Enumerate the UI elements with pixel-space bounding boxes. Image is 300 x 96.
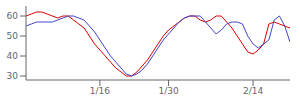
svg-text:30: 30 [8, 71, 18, 81]
svg-text:2/14: 2/14 [243, 86, 263, 96]
svg-text:1/16: 1/16 [90, 86, 110, 96]
svg-text:40: 40 [8, 51, 18, 61]
svg-text:60: 60 [8, 11, 18, 21]
svg-text:50: 50 [8, 31, 18, 41]
svg-text:1/30: 1/30 [158, 86, 178, 96]
